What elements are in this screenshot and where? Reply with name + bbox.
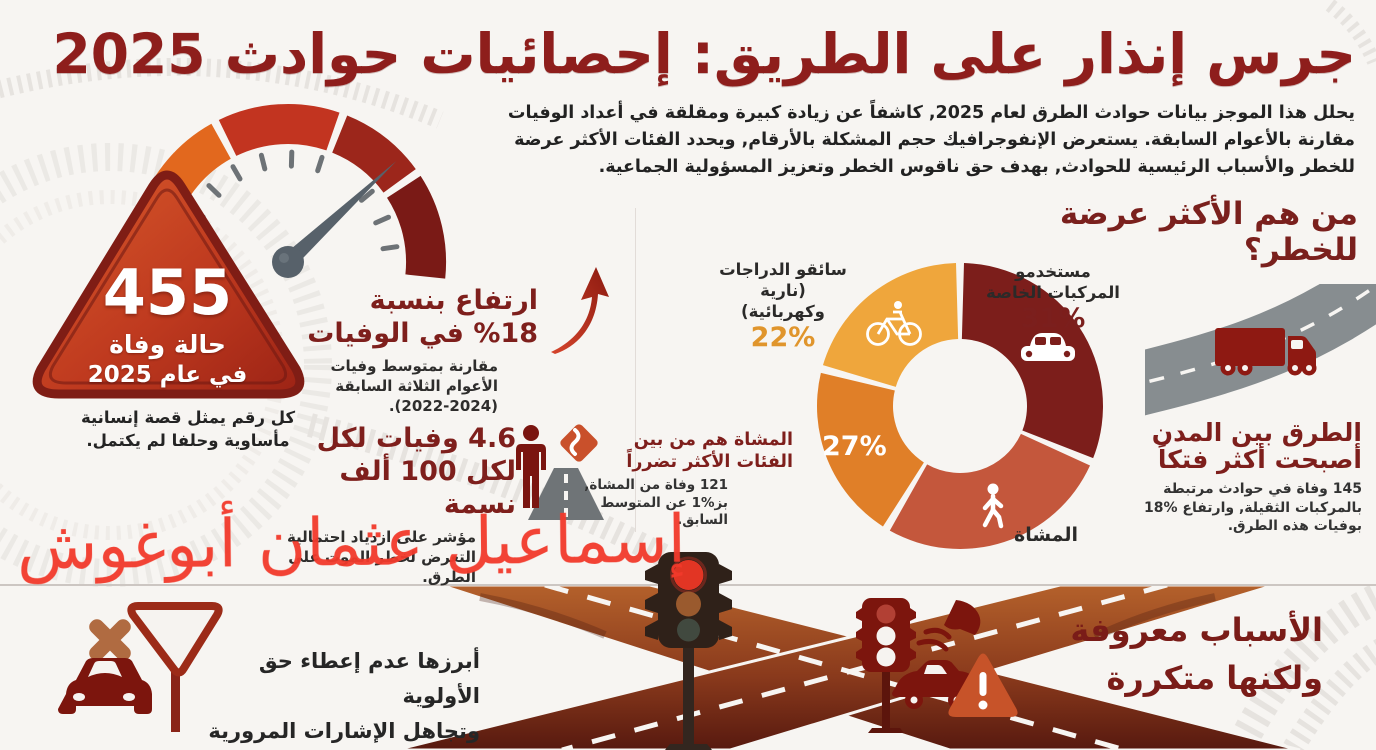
ped-note-line2: الفئات الأكثر تضرراً <box>626 452 793 472</box>
increase-subtext: مقارنة بمتوسط وفيات الأعوام الثلاثة السا… <box>330 357 498 415</box>
private-vehicles-line1: مستخدمو <box>1015 262 1091 281</box>
traffic-light-icon <box>856 598 916 733</box>
car-side-icon <box>892 660 977 709</box>
green-light <box>677 618 700 642</box>
pedestrian-figure-icon <box>516 425 546 508</box>
label-private-vehicles: مستخدمو المركبات الخاصة 31% <box>978 261 1128 335</box>
risk-section-heading: من هم الأكثر عرضة للخطر؟ <box>1059 196 1358 268</box>
traffic-light <box>645 552 732 750</box>
deaths-unit-line1: حالة وفاة <box>109 330 226 359</box>
road-to-bottom-left <box>395 585 1276 750</box>
car-icon <box>1021 333 1075 361</box>
intercity-note: الطرق بين المدن أصبحت أكثر فتكاً 145 وفا… <box>1132 419 1362 536</box>
intercity-road-truck-graphic <box>1145 284 1376 416</box>
increase-line2: %18 في الوفيات <box>307 318 538 349</box>
private-vehicles-pct: 31% <box>1020 303 1086 334</box>
warning-triangle-icon <box>948 653 1018 717</box>
deaths-caption-line1: كل رقم يمثل قصة إنسانية <box>80 408 296 427</box>
increase-stat: ارتفاع بنسبة %18 في الوفيات مقارنة بمتوس… <box>288 284 538 416</box>
x-mark-icon <box>89 619 131 661</box>
bicycle-icon <box>866 301 922 346</box>
risk-donut-chart <box>817 263 1103 549</box>
causes-heading: الأسباب معروفة ولكنها متكررة <box>1023 606 1323 702</box>
causes-note: أبرزها عدم إعطاء حق الأولوية وتجاهل الإش… <box>180 644 480 749</box>
car-front-icon <box>58 658 152 714</box>
causes-note-line2: وتجاهل الإشارات المرورية <box>208 719 480 743</box>
rising-arrow-icon <box>551 267 609 354</box>
causes-note-line1: أبرزها عدم إعطاء حق الأولوية <box>258 649 480 708</box>
yield-sign-icon <box>127 602 223 732</box>
vertical-divider <box>635 208 636 532</box>
pedestrians-label: المشاة <box>1014 524 1079 546</box>
watermark-text: إسماعيل عثمان أبوغوش <box>16 500 687 585</box>
intercity-line2: أصبحت أكثر فتكاً <box>1157 445 1362 474</box>
truck-icon <box>1215 328 1317 376</box>
cyclists-line2: (نارية وكهربائية) <box>741 281 825 321</box>
deaths-caption: كل رقم يمثل قصة إنسانية مأساوية وحلفا لم… <box>68 406 308 452</box>
increase-line1: ارتفاع بنسبة <box>369 285 538 316</box>
pedestrian-icon <box>982 483 1004 529</box>
deaths-caption-line2: مأساوية وحلفا لم يكتمل. <box>86 431 290 450</box>
intercity-line1: الطرق بين المدن <box>1151 418 1362 447</box>
road-icon <box>528 468 604 520</box>
rate-line2: لكل 100 ألف نسمة <box>339 456 516 520</box>
priority-violation-icons <box>58 602 223 732</box>
label-cyclists: سائقو الدراجات (نارية وكهربائية) 22% <box>718 259 848 354</box>
rate-subtext: مؤشر على ازدياد احتمالية التعرض لخطر الم… <box>286 528 476 586</box>
ped-note-line1: المشاة هم من بين <box>633 430 793 450</box>
deaths-unit-line2: في عام 2025 <box>87 362 248 388</box>
donut-inner-pct: 27% <box>822 431 887 462</box>
cyclists-line1: سائقو الدراجات <box>719 260 847 279</box>
page-title: جرس إنذار على الطريق: إحصائيات حوادث 202… <box>52 22 1357 86</box>
rate-line1: 4.6 وفيات لكل <box>316 423 516 454</box>
crash-impact-icon <box>916 600 981 652</box>
private-vehicles-line2: المركبات الخاصة <box>986 283 1120 302</box>
pedestrians-note: المشاة هم من بين الفئات الأكثر تضرراً 12… <box>578 429 793 530</box>
amber-light <box>676 591 701 617</box>
intercity-subtext: 145 وفاة في حوادث مرتبطة بالمركبات الثقي… <box>1144 481 1362 534</box>
known-causes-icons <box>856 598 1018 733</box>
gauge-needle <box>283 161 397 267</box>
road-death-risk-icons <box>516 421 604 520</box>
ped-note-subtext: 121 وفاة من المشاة, بز%1 عن المتوسط السا… <box>584 477 728 528</box>
intro-paragraph: يحلل هذا الموجز بيانات حوادث الطرق لعام … <box>507 103 1355 177</box>
red-light <box>673 560 704 590</box>
deaths-count: 455 <box>102 256 233 329</box>
rate-stat: 4.6 وفيات لكل لكل 100 ألف نسمة مؤشر على … <box>276 422 516 587</box>
curvy-road-warning-sign-icon <box>557 421 601 465</box>
causes-heading-line2: ولكنها متكررة <box>1106 659 1323 697</box>
warning-triangle-sign <box>32 170 305 399</box>
causes-heading-line1: الأسباب معروفة <box>1070 611 1323 649</box>
donut-segment <box>817 372 924 527</box>
cyclists-pct: 22% <box>750 322 816 353</box>
